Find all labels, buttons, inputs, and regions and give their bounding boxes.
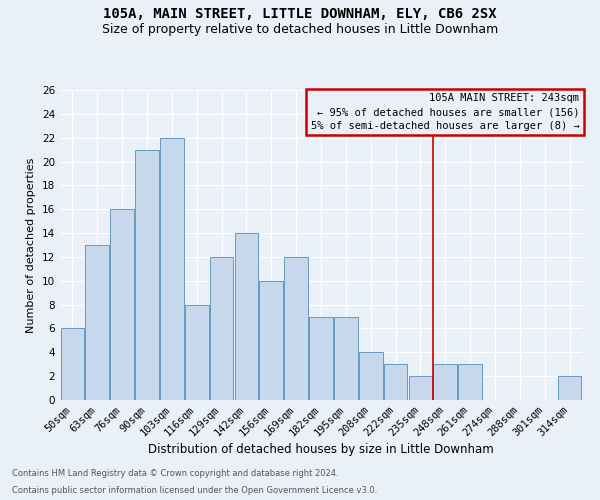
Text: Contains public sector information licensed under the Open Government Licence v3: Contains public sector information licen… (12, 486, 377, 495)
Bar (334, 316, 358, 400)
Bar (558, 376, 581, 400)
Text: Size of property relative to detached houses in Little Downham: Size of property relative to detached ho… (102, 22, 498, 36)
Text: 105A MAIN STREET: 243sqm
← 95% of detached houses are smaller (156)
5% of semi-d: 105A MAIN STREET: 243sqm ← 95% of detach… (311, 93, 580, 131)
Text: 105A, MAIN STREET, LITTLE DOWNHAM, ELY, CB6 2SX: 105A, MAIN STREET, LITTLE DOWNHAM, ELY, … (103, 8, 497, 22)
Bar (85, 245, 109, 400)
Bar (61, 328, 84, 400)
Text: Contains HM Land Registry data © Crown copyright and database right 2024.: Contains HM Land Registry data © Crown c… (12, 468, 338, 477)
Bar (409, 376, 432, 400)
Bar (160, 138, 184, 400)
Bar (185, 304, 209, 400)
Bar (235, 233, 258, 400)
Bar (135, 150, 159, 400)
Text: Distribution of detached houses by size in Little Downham: Distribution of detached houses by size … (148, 442, 494, 456)
Bar (210, 257, 233, 400)
Bar (259, 281, 283, 400)
Bar (458, 364, 482, 400)
Bar (359, 352, 383, 400)
Bar (309, 316, 333, 400)
Bar (284, 257, 308, 400)
Bar (384, 364, 407, 400)
Bar (433, 364, 457, 400)
Y-axis label: Number of detached properties: Number of detached properties (26, 158, 37, 332)
Bar (110, 209, 134, 400)
